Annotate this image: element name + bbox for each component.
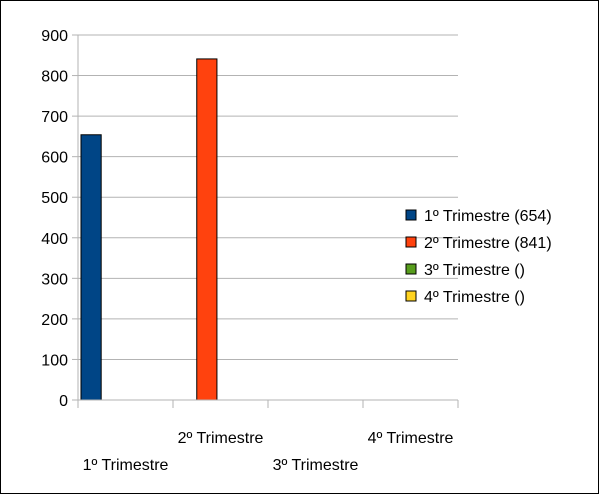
y-tick-label: 300 — [41, 271, 68, 288]
legend-label: 3º Trimestre () — [424, 262, 525, 279]
y-tick-label: 800 — [41, 69, 68, 86]
legend: 1º Trimestre (654) 2º Trimestre (841) 3º T… — [405, 208, 552, 306]
x-tick-label: 4º Trimestre — [368, 430, 454, 447]
x-tick-label: 3º Trimestre — [273, 457, 359, 474]
y-tick-label: 500 — [41, 190, 68, 207]
axes — [72, 34, 459, 408]
y-tick-label: 100 — [41, 352, 68, 369]
bar — [80, 134, 102, 401]
bars — [80, 58, 218, 401]
y-tick-label: 400 — [41, 231, 68, 248]
legend-label: 4º Trimestre () — [424, 289, 525, 306]
legend-swatch — [405, 290, 417, 302]
x-tick-label: 1º Trimestre — [83, 457, 169, 474]
legend-label: 1º Trimestre (654) — [424, 208, 552, 225]
y-tick-label: 200 — [41, 312, 68, 329]
y-tick-labels: 0 100 200 300 400 500 600 700 800 900 — [41, 28, 68, 410]
legend-swatch — [405, 236, 417, 248]
legend-swatch — [405, 209, 417, 221]
y-tick-label: 600 — [41, 150, 68, 167]
gridlines — [78, 34, 458, 360]
y-tick-label: 700 — [41, 109, 68, 126]
y-tick-label: 0 — [59, 393, 68, 410]
x-tick-labels: 1º Trimestre 2º Trimestre 3º Trimestre 4º T… — [83, 430, 454, 474]
x-tick-label: 2º Trimestre — [178, 430, 264, 447]
legend-label: 2º Trimestre (841) — [424, 235, 552, 252]
legend-swatch — [405, 263, 417, 275]
y-tick-label: 900 — [41, 28, 68, 45]
bar — [196, 58, 218, 401]
